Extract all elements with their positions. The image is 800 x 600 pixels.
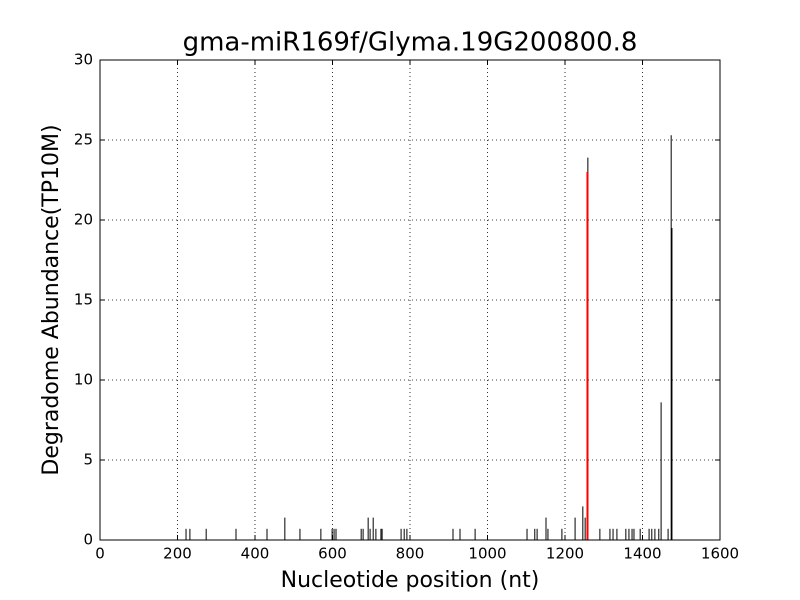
x-tick-label: 400 xyxy=(241,545,270,563)
x-tick-label: 800 xyxy=(396,545,425,563)
y-tick-label: 15 xyxy=(74,291,93,309)
x-tick-label: 0 xyxy=(95,545,105,563)
y-tick-label: 10 xyxy=(74,371,93,389)
x-tick-label: 1200 xyxy=(546,545,584,563)
x-axis-label: Nucleotide position (nt) xyxy=(281,568,540,593)
x-tick-label: 1400 xyxy=(623,545,661,563)
x-tick-label: 200 xyxy=(163,545,192,563)
plot-frame xyxy=(99,59,721,541)
y-tick-label: 5 xyxy=(83,451,93,469)
x-tick-label: 1000 xyxy=(468,545,506,563)
y-axis-label: Degradome Abundance(TP10M) xyxy=(39,124,64,475)
y-tick-label: 25 xyxy=(74,131,93,149)
chart-title: gma-miR169f/Glyma.19G200800.8 xyxy=(183,28,638,58)
y-tick-label: 0 xyxy=(83,531,93,549)
y-tick-label: 20 xyxy=(74,211,93,229)
x-tick-label: 1600 xyxy=(701,545,739,563)
x-tick-label: 600 xyxy=(318,545,347,563)
y-tick-label: 30 xyxy=(74,51,93,69)
